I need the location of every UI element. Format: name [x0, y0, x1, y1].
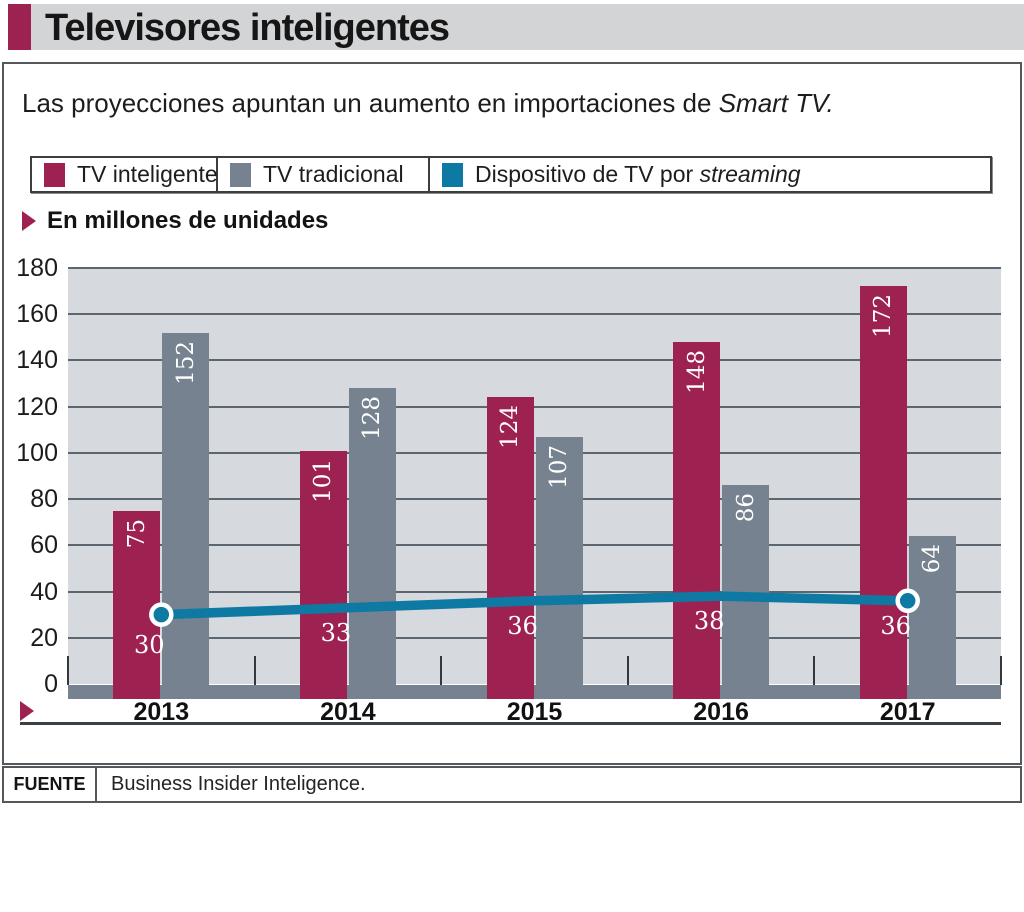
source-row: FUENTE Business Insider Inteligence. — [2, 766, 1022, 803]
legend-swatch-tv-inteligente — [44, 162, 65, 187]
legend-item-tv-tradicional: TV tradicional — [218, 158, 430, 191]
legend-swatch-tv-tradicional — [230, 162, 251, 187]
source-label: FUENTE — [4, 768, 97, 801]
subtitle: Las proyecciones apuntan un aumento en i… — [22, 88, 834, 119]
legend-label-tv-inteligente: TV inteligente — [77, 161, 218, 187]
subtitle-emphasis: Smart TV. — [718, 88, 834, 118]
bullet-arrow-icon — [22, 211, 36, 231]
header-accent-block — [8, 4, 31, 50]
x-axis-underline — [20, 722, 1001, 725]
source-text: Business Insider Inteligence. — [111, 773, 366, 795]
units-label: En millones de unidades — [47, 207, 329, 234]
x-axis-arrow-icon — [20, 701, 34, 721]
legend-swatch-streaming — [442, 162, 463, 187]
header-bar — [31, 4, 1024, 50]
page-title: Televisores inteligentes — [45, 7, 450, 49]
legend-item-tv-inteligente: TV inteligente — [32, 158, 218, 191]
units-label-row: En millones de unidades — [22, 207, 328, 235]
legend-label-streaming: Dispositivo de TV por streaming — [475, 161, 801, 187]
subtitle-text: Las proyecciones apuntan un aumento en i… — [22, 88, 719, 118]
legend-item-streaming: Dispositivo de TV por streaming — [430, 158, 990, 191]
legend-label-tv-tradicional: TV tradicional — [263, 161, 404, 187]
legend: TV inteligente TV tradicional Dispositiv… — [30, 156, 992, 193]
